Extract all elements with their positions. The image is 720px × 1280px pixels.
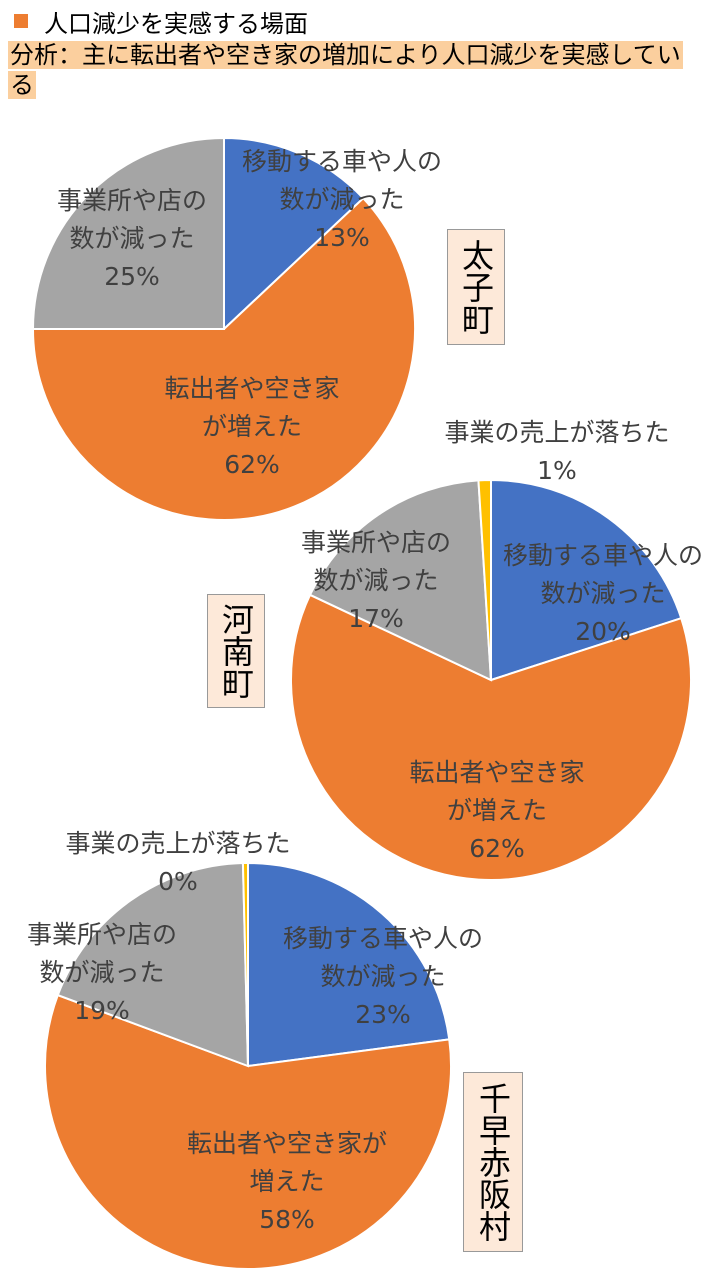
data-label-moving: 移動する車や人の: [503, 541, 703, 570]
town-label-kanan: 河南町: [207, 594, 265, 708]
pie-slice-moveout: [44, 993, 452, 1270]
data-label-pct-moving: 23%: [355, 1000, 411, 1029]
data-label-pct-business: 25%: [104, 262, 160, 291]
chart-title: 人口減少を実感する場面: [44, 9, 308, 38]
data-label-pct-business: 17%: [348, 604, 404, 633]
data-label-pct-moving: 20%: [575, 617, 631, 646]
data-label-moveout: 転出者や空き家: [164, 374, 339, 403]
data-label-business: 数が減った: [39, 958, 164, 987]
legend-square-icon: [14, 14, 28, 28]
pie-slice-moveout: [31, 196, 416, 521]
data-label-pct-sales: 0%: [158, 867, 198, 896]
data-label-business: 事業所や店の: [27, 920, 177, 949]
data-label-moveout: が増えた: [447, 796, 547, 825]
data-label-moveout: 転出者や空き家: [409, 758, 584, 787]
data-label-pct-moveout: 62%: [224, 450, 280, 479]
data-label-moving: 移動する車や人の: [242, 147, 442, 176]
data-label-business: 事業所や店の: [57, 186, 207, 215]
data-label-business: 事業所や店の: [301, 528, 451, 557]
pie-slice-moving: [223, 136, 365, 332]
data-label-sales: 事業の売上が落ちた: [65, 829, 290, 858]
data-label-moveout: 増えた: [249, 1167, 324, 1196]
data-label-moveout: 転出者や空き家が: [187, 1129, 387, 1158]
data-label-pct-moveout: 62%: [469, 834, 525, 863]
data-label-pct-business: 19%: [74, 996, 130, 1025]
pie-slice-business: [56, 862, 250, 1068]
pie-slice-sales: [477, 478, 492, 681]
pie-slice-business: [308, 479, 493, 682]
data-label-pct-moving: 13%: [314, 223, 370, 252]
chart-header: 人口減少を実感する場面 分析：主に転出者や空き家の増加により人口減少を実感してい…: [8, 4, 712, 100]
data-label-pct-sales: 1%: [537, 456, 577, 485]
analysis-wrap: 分析：主に転出者や空き家の増加により人口減少を実感している: [8, 40, 698, 100]
pie-slice-moveout: [290, 593, 692, 881]
title-row: 人口減少を実感する場面: [8, 4, 712, 38]
data-label-sales: 事業の売上が落ちた: [444, 418, 669, 447]
data-label-business: 数が減った: [69, 224, 194, 253]
data-label-moveout: が増えた: [202, 412, 302, 441]
pie-slice-moving: [490, 478, 683, 682]
pie-slice-sales: [241, 861, 249, 1067]
town-label-chihayaakasaka: 千早赤阪村: [463, 1072, 523, 1252]
data-label-business: 数が減った: [313, 566, 438, 595]
town-label-taishi: 太子町: [447, 229, 505, 345]
data-label-moving: 数が減った: [279, 185, 404, 214]
data-label-moving: 数が減った: [320, 962, 445, 991]
data-label-pct-moveout: 58%: [259, 1205, 315, 1234]
data-label-moving: 数が減った: [540, 579, 665, 608]
pie-slice-moving: [247, 861, 451, 1068]
pie-slice-business: [31, 136, 225, 330]
data-label-moving: 移動する車や人の: [283, 924, 483, 953]
